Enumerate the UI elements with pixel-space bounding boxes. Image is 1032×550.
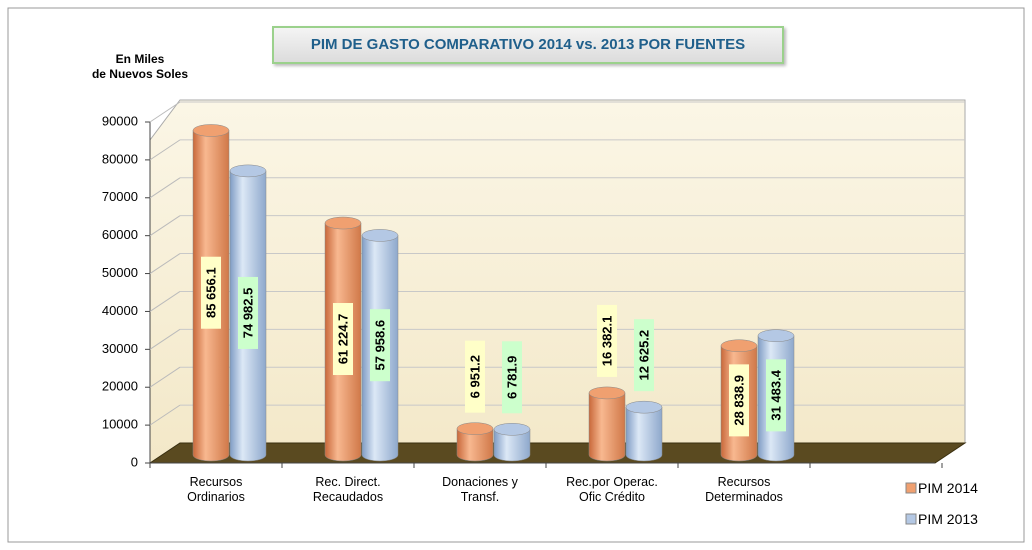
bar-top — [229, 164, 267, 178]
value-label-bg — [502, 341, 522, 414]
y-tick-label: 30000 — [102, 341, 138, 356]
bar — [456, 428, 494, 462]
value-label: 6 781.9 — [502, 341, 522, 414]
grid-line — [149, 253, 181, 274]
x-tick-label: Recursos Determinados — [705, 475, 783, 504]
value-label-bg — [201, 256, 221, 329]
value-label: 16 382.1 — [597, 304, 617, 377]
value-label-text: 16 382.1 — [599, 316, 614, 367]
x-tick-label: Donaciones y Transf. — [442, 475, 518, 504]
bar-top — [324, 216, 362, 230]
bar-top — [757, 329, 795, 342]
back-wall — [149, 99, 966, 464]
bar — [493, 429, 531, 462]
grid-line — [149, 328, 181, 350]
grid-line — [149, 215, 181, 237]
y-tick-label: 40000 — [102, 303, 138, 318]
bar-top — [720, 339, 758, 352]
value-label-bg — [238, 276, 258, 349]
value-label-bg — [634, 319, 654, 392]
bar-top — [588, 386, 626, 400]
bar-top — [456, 422, 494, 435]
grid-line — [149, 291, 181, 312]
bar-top — [361, 229, 399, 242]
y-tick-label: 60000 — [102, 227, 138, 242]
floor — [148, 442, 967, 464]
grid-line — [149, 177, 181, 199]
value-label-bg — [597, 304, 617, 377]
y-tick-label: 90000 — [102, 113, 138, 128]
value-label-bg — [333, 303, 353, 376]
value-label: 61 224.7 — [333, 303, 353, 376]
value-label-text: 57 958.6 — [372, 320, 387, 371]
y-axis-label: En Miles de Nuevos Soles — [91, 52, 189, 81]
value-label: 6 951.2 — [465, 340, 485, 413]
value-label-bg — [729, 364, 749, 437]
value-label-text: 6 951.2 — [467, 355, 482, 398]
bar — [625, 406, 663, 462]
grid-line — [149, 366, 181, 388]
value-label-text: 85 656.1 — [203, 267, 218, 318]
value-label-bg — [370, 309, 390, 382]
legend-label: PIM 2013 — [918, 511, 978, 527]
legend-swatch — [905, 513, 917, 525]
x-tick-label: Recursos Ordinarios — [187, 475, 245, 504]
value-label: 12 625.2 — [634, 319, 654, 392]
x-tick-label: Rec.por Operac. Ofic Crédito — [566, 475, 658, 504]
grid-line — [149, 404, 181, 426]
bar — [588, 392, 626, 462]
value-label: 31 483.4 — [766, 359, 786, 432]
value-label-text: 74 982.5 — [240, 288, 255, 339]
y-tick-label: 20000 — [102, 379, 138, 394]
legend-label: PIM 2014 — [918, 480, 978, 496]
value-label-text: 6 781.9 — [504, 356, 519, 399]
value-label: 74 982.5 — [238, 276, 258, 349]
chart-title: PIM DE GASTO COMPARATIVO 2014 vs. 2013 P… — [272, 26, 784, 64]
value-label-text: 61 224.7 — [335, 314, 350, 365]
bar-top — [625, 400, 663, 414]
value-label-text: 12 625.2 — [636, 330, 651, 381]
value-label: 28 838.9 — [729, 364, 749, 437]
y-tick-label: 0 — [131, 454, 138, 469]
bar-top — [493, 423, 531, 436]
grid-line — [149, 101, 181, 123]
value-label-bg — [766, 359, 786, 432]
y-tick-label: 70000 — [102, 189, 138, 204]
grid-line — [149, 139, 181, 161]
value-label: 85 656.1 — [201, 256, 221, 329]
legend-swatch — [905, 482, 917, 494]
y-tick-label: 80000 — [102, 151, 138, 166]
y-tick-label: 10000 — [102, 417, 138, 432]
value-label-text: 31 483.4 — [768, 369, 783, 420]
x-tick-label: Rec. Direct. Recaudados — [312, 475, 384, 504]
value-label-bg — [465, 340, 485, 413]
y-tick-label: 50000 — [102, 265, 138, 280]
value-label-text: 28 838.9 — [731, 375, 746, 426]
value-label: 57 958.6 — [370, 309, 390, 382]
bar-top — [192, 124, 230, 137]
